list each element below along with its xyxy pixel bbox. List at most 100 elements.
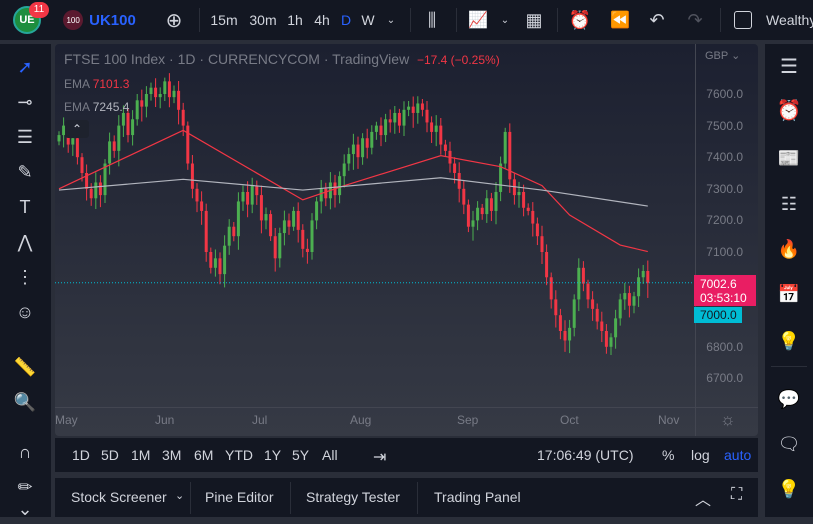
range-1d[interactable]: 1D (72, 447, 90, 463)
candle-body (177, 90, 181, 110)
candle-body (591, 299, 595, 309)
candle-body (296, 210, 300, 230)
alerts-clock-icon[interactable]: ⏰ (776, 99, 802, 122)
crosshair-price-label: 7000.0 (694, 307, 742, 323)
candle-body (342, 163, 346, 177)
candle-body (471, 220, 475, 227)
clock-timezone[interactable]: 17:06:49 (UTC) (537, 447, 634, 463)
tab-stock-screener[interactable]: Stock Screener (71, 489, 167, 505)
candle-body (236, 201, 240, 237)
candle-body (379, 125, 383, 136)
chevron-down-icon[interactable]: ⌄ (386, 14, 396, 26)
hotlist-flame-icon[interactable]: 🔥 (777, 238, 801, 259)
log-toggle[interactable]: log (691, 447, 710, 463)
layout-name[interactable]: Wealthy (766, 12, 813, 28)
undo-icon[interactable]: ↶ (649, 9, 665, 30)
price-chart[interactable] (55, 44, 758, 436)
candle-body (600, 321, 604, 331)
lock-drawing-icon[interactable]: ✏ (17, 476, 33, 497)
text-icon[interactable]: T (19, 196, 31, 217)
candle-body (646, 270, 650, 283)
range-all[interactable]: All (322, 447, 338, 463)
ema-legend-slow[interactable]: EMA 7245.4 (64, 100, 129, 114)
compare-add-icon[interactable]: ⊕ (165, 9, 183, 32)
candle-body (301, 229, 305, 249)
candle-body (167, 81, 171, 98)
range-5y[interactable]: 5Y (292, 447, 310, 463)
candle-body (595, 308, 599, 322)
tab-trading-panel[interactable]: Trading Panel (434, 489, 521, 505)
price-tick: 7200.0 (706, 213, 743, 228)
range-5d[interactable]: 5D (101, 447, 119, 463)
chat-icon[interactable]: 🗨 (777, 433, 801, 454)
goto-date-icon[interactable]: ⇥ (373, 449, 387, 466)
currency-selector[interactable]: GBP ⌄ (705, 50, 741, 62)
auto-toggle[interactable]: auto (724, 447, 752, 463)
percent-toggle[interactable]: % (662, 447, 675, 463)
candle-body (223, 245, 227, 275)
expand-panel-icon[interactable]: ︿ (695, 492, 712, 509)
range-3m[interactable]: 3M (162, 447, 182, 463)
time-tick: Nov (658, 413, 680, 427)
candle-body (186, 125, 190, 164)
ruler-icon[interactable]: 📏 (13, 356, 37, 377)
candles-icon[interactable]: ⫼ (427, 9, 437, 30)
interval-4h[interactable]: 4h (314, 12, 330, 28)
brush-icon[interactable]: ✎ (17, 161, 33, 182)
chats-icon[interactable]: 💬 (777, 388, 801, 409)
range-1y[interactable]: 1Y (264, 447, 282, 463)
range-1m[interactable]: 1M (131, 447, 151, 463)
range-ytd[interactable]: YTD (225, 447, 253, 463)
range-6m[interactable]: 6M (194, 447, 214, 463)
interval-30m[interactable]: 30m (249, 12, 277, 28)
interval-1h[interactable]: 1h (287, 12, 303, 28)
candle-body (494, 191, 498, 211)
candle-body (545, 252, 549, 278)
maximize-icon[interactable]: ⛶ (731, 486, 743, 503)
help-icon[interactable]: 💡 (777, 478, 801, 499)
candle-body (374, 125, 378, 132)
trend-line-icon[interactable]: ⊸ (17, 91, 33, 112)
magnet-icon[interactable]: ∩ (18, 441, 32, 462)
candle-body (457, 173, 461, 189)
time-tick: Sep (457, 413, 479, 427)
ema-legend-fast[interactable]: EMA 7101.3 (64, 77, 129, 91)
cursor-icon[interactable]: ➚ (17, 56, 33, 77)
calendar-icon[interactable]: 📅 (777, 283, 801, 304)
chevron-down-icon[interactable]: ⌄ (175, 490, 185, 502)
zoom-in-icon[interactable]: 🔍 (13, 391, 37, 412)
collapse-legend-button[interactable]: ⌃ (65, 120, 89, 138)
fullscreen-checkbox-icon[interactable] (732, 0, 754, 40)
fib-icon[interactable]: ☰ (16, 126, 34, 147)
tab-strategy-tester[interactable]: Strategy Tester (306, 489, 400, 505)
chevron-down-icon[interactable]: ⌄ (500, 14, 510, 26)
prediction-icon[interactable]: ⋮ (16, 266, 34, 287)
interval-15m[interactable]: 15m (210, 12, 238, 28)
tab-pine-editor[interactable]: Pine Editor (205, 489, 274, 505)
watchlist-icon[interactable]: ☰ (780, 55, 798, 78)
chevron-down-icon[interactable]: ⌄ (17, 498, 33, 519)
candle-body (181, 109, 185, 126)
interval-w[interactable]: W (361, 12, 375, 28)
chart-pane[interactable]: FTSE 100 Index · 1D · CURRENCYCOM · Trad… (55, 44, 758, 436)
candle-body (94, 182, 98, 199)
symbol-search[interactable]: 100 UK100 (62, 0, 137, 40)
news-icon[interactable]: 📰 (777, 147, 801, 168)
data-window-icon[interactable]: ☷ (780, 193, 798, 214)
ideas-lightbulb-icon[interactable]: 💡 (777, 330, 801, 351)
candle-body (259, 195, 263, 221)
pattern-icon[interactable]: ⋀ (17, 231, 33, 252)
candle-body (540, 236, 544, 252)
emoji-icon[interactable]: ☺ (15, 301, 35, 322)
ema-label: EMA (64, 77, 90, 91)
redo-icon[interactable]: ↷ (687, 9, 703, 30)
candle-body (453, 163, 457, 173)
candle-body (489, 198, 493, 211)
drawing-toolbar: ➚ ⊸ ☰ ✎ T ⋀ ⋮ ☺ 📏 🔍 ∩ ✏ ⌄ (0, 44, 51, 519)
replay-icon[interactable]: ⏪ (610, 12, 630, 29)
alarm-add-icon[interactable]: ⏰ (568, 9, 592, 30)
indicators-icon[interactable]: 📈 (468, 12, 488, 29)
layout-grid-icon[interactable]: ▦ (525, 9, 543, 30)
interval-d[interactable]: D (340, 12, 352, 28)
settings-gear-icon[interactable]: ☼ (720, 410, 736, 429)
